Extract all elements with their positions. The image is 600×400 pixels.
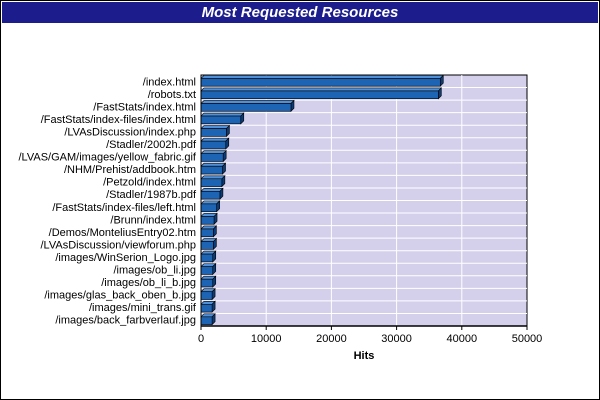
- bar-front-face: [200, 303, 213, 313]
- x-tick-label: 10000: [251, 333, 282, 345]
- category-label: /FastStats/index-files/left.html: [52, 202, 196, 214]
- bar-top-face: [200, 112, 245, 117]
- category-label: /images/glas_back_oben_b.jpg: [44, 290, 196, 302]
- bar-front-face: [200, 316, 213, 325]
- bar-front-face: [200, 153, 224, 162]
- bar-top-face: [200, 75, 445, 79]
- bar: [200, 137, 230, 150]
- category-label: /FastStats/index.html: [93, 101, 196, 113]
- bar-front-face: [200, 191, 221, 200]
- bar-top-face: [200, 87, 443, 92]
- bar-front-face: [200, 90, 439, 100]
- bar-front-face: [200, 103, 292, 112]
- category-label: /images/mini_trans.gif: [89, 302, 197, 314]
- category-label: /index.html: [143, 76, 196, 88]
- bar-top-face: [200, 162, 227, 167]
- bar: [200, 162, 227, 175]
- category-label: /LVAsDiscussion/viewforum.php: [41, 239, 197, 251]
- category-label: /NHM/Prehist/addbook.htm: [64, 164, 196, 176]
- bar-top-face: [200, 100, 295, 104]
- grid-lines: [201, 75, 527, 326]
- bar: [200, 212, 218, 225]
- x-tick-label: 50000: [512, 333, 543, 345]
- bar-top-face: [200, 137, 230, 142]
- bar: [200, 288, 216, 301]
- bar: [200, 225, 218, 238]
- bar: [200, 262, 217, 276]
- bars: [200, 74, 445, 326]
- category-label: /Demos/MonteliusEntry02.htm: [49, 227, 196, 239]
- x-tick-label: 30000: [381, 333, 412, 345]
- bar: [200, 99, 295, 112]
- bar-front-face: [200, 228, 214, 238]
- x-tick-label: 20000: [316, 333, 347, 345]
- bar: [200, 250, 217, 263]
- category-label: /Brunn/index.html: [110, 214, 196, 226]
- bar-front-face: [200, 278, 214, 288]
- bar-front-face: [200, 115, 242, 125]
- category-label: /images/ob_li_b.jpg: [101, 277, 196, 289]
- bar: [200, 112, 245, 125]
- bar: [200, 313, 216, 326]
- bar: [200, 300, 216, 313]
- category-label: /Stadler/2002h.pdf: [106, 139, 197, 151]
- x-axis-ticks: 0 10000 20000 30000 40000 50000: [198, 326, 542, 345]
- bar-front-face: [200, 291, 213, 300]
- category-label: /images/back_farbverlauf.jpg: [55, 315, 196, 327]
- bar: [200, 187, 224, 200]
- category-label: /Petzold/index.html: [103, 177, 196, 189]
- bar: [200, 237, 218, 251]
- bar-top-face: [200, 175, 226, 180]
- x-axis-title: Hits: [354, 350, 375, 362]
- bar-front-face: [200, 203, 217, 212]
- bar-front-face: [200, 241, 214, 250]
- bar: [200, 200, 221, 213]
- x-tick-label: 40000: [447, 333, 478, 345]
- bar-top-face: [200, 150, 227, 154]
- bar: [200, 275, 217, 288]
- category-labels: /index.html/robots.txt/FastStats/index.h…: [19, 76, 197, 326]
- chart-title: Most Requested Resources: [2, 2, 598, 23]
- bar-front-face: [200, 253, 214, 263]
- category-label: /LVAsDiscussion/index.php: [64, 126, 196, 138]
- bar-front-face: [200, 78, 441, 87]
- bar-front-face: [200, 216, 215, 225]
- bar-top-face: [200, 188, 224, 192]
- bar: [200, 175, 226, 188]
- bar: [200, 87, 443, 100]
- bar: [200, 74, 445, 87]
- category-label: /images/ob_li.jpg: [113, 265, 196, 277]
- bar: [200, 124, 231, 138]
- bar-top-face: [200, 125, 231, 129]
- bar-front-face: [200, 178, 223, 187]
- category-label: /FastStats/index-files/index.html: [41, 114, 196, 126]
- x-tick-label: 0: [198, 333, 204, 345]
- bar: [200, 149, 227, 163]
- bar-front-face: [200, 266, 214, 275]
- category-label: /images/WinSerion_Logo.jpg: [55, 252, 196, 264]
- bar-front-face: [200, 165, 223, 175]
- bar-front-face: [200, 128, 227, 137]
- category-label: /Stadler/1987b.pdf: [106, 189, 197, 201]
- bar-front-face: [200, 140, 227, 150]
- category-label: /LVAS/GAM/images/yellow_fabric.gif: [19, 152, 197, 164]
- category-label: /robots.txt: [148, 89, 196, 101]
